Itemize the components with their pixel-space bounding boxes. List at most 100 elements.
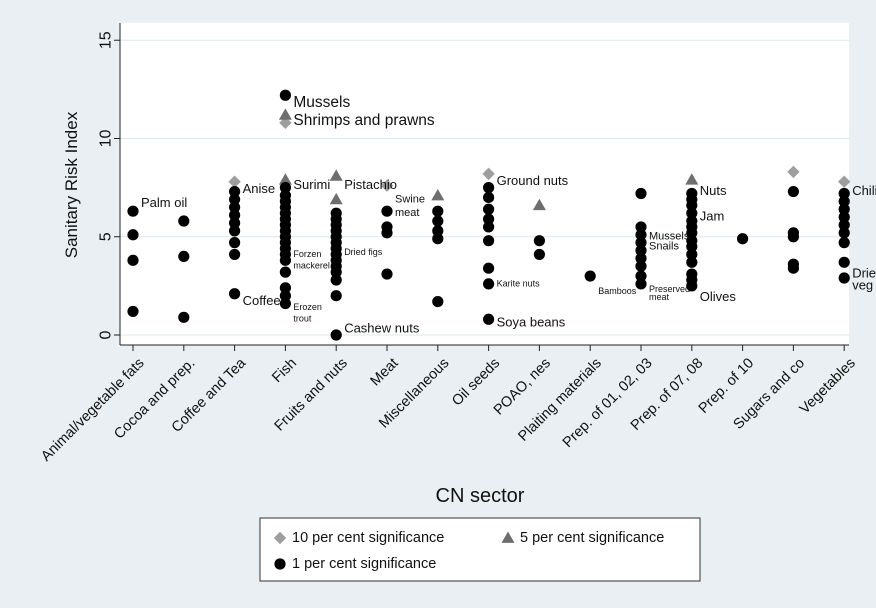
point-annotation: Soya beans [497, 315, 566, 330]
circle-point [635, 260, 647, 272]
circle-point [635, 278, 647, 290]
circle-point [838, 203, 850, 215]
circle-point [686, 227, 698, 239]
triangle-point [532, 198, 546, 211]
circle-point [483, 278, 495, 290]
circle-point [279, 182, 291, 194]
legend-label: 5 per cent significance [520, 530, 664, 546]
circle-point [838, 187, 850, 200]
circle-point [432, 225, 444, 237]
point-annotation: Karite nuts [497, 278, 541, 288]
circle-point [635, 244, 647, 257]
circle-point [635, 221, 647, 233]
triangle-point [278, 173, 292, 185]
circle-point [330, 274, 342, 286]
circle-point [635, 187, 647, 200]
circle-point [533, 235, 546, 247]
y-tick-label: 0 [98, 330, 115, 339]
diamond-point [380, 179, 394, 192]
point-annotation: Shrimps and prawns [293, 112, 435, 129]
circle-point [432, 215, 444, 227]
circle-point [178, 311, 190, 323]
circle-point [229, 288, 241, 300]
circle-point [279, 282, 291, 294]
circle-point [533, 248, 546, 261]
point-annotation: Nuts [700, 183, 727, 198]
point-annotation: trout [293, 314, 312, 324]
y-axis-ticks: 0 5 10 15 [98, 31, 120, 339]
circle-point [635, 229, 647, 241]
circle-point [787, 185, 800, 198]
circle-point [279, 254, 291, 266]
circle-point [686, 207, 698, 219]
circle-point [483, 182, 495, 194]
circle-point [178, 250, 190, 262]
circle-point [381, 268, 393, 280]
legend-circle-icon [274, 558, 286, 570]
circle-point [229, 209, 241, 221]
circle-point [330, 290, 342, 302]
circle-point [686, 240, 698, 253]
point-annotation: meat [395, 207, 419, 219]
circle-point [483, 235, 495, 247]
circle-point [279, 89, 291, 101]
circle-point [838, 272, 850, 284]
point-annotation: Dried figs [344, 247, 383, 257]
circle-point [229, 225, 241, 237]
x-axis-label: CN sector [436, 485, 525, 507]
point-annotation: Coffee [243, 293, 281, 308]
circle-point [838, 237, 850, 249]
diamond-point [787, 165, 800, 179]
diamond-point [838, 175, 851, 188]
point-annotation: Dried [852, 266, 876, 281]
legend-diamond-icon [273, 531, 287, 545]
point-annotation: Palm oil [141, 195, 187, 210]
circle-point [381, 227, 393, 239]
circle-point [483, 221, 495, 233]
circle-point [178, 215, 190, 227]
point-annotation: veg [852, 277, 873, 292]
legend-triangle-icon [501, 531, 515, 543]
point-annotation: Snails [649, 240, 679, 252]
circle-point [635, 270, 647, 282]
point-annotation: Preserved [649, 284, 690, 294]
diamond-point [228, 175, 241, 188]
circle-point [838, 211, 850, 223]
y-axis-label: Sanitary Risk Index [62, 111, 81, 258]
legend-label: 10 per cent significance [292, 530, 444, 546]
circle-point [838, 256, 850, 268]
data-points [127, 89, 851, 341]
legend-box [259, 517, 701, 582]
y-tick-label: 15 [98, 31, 115, 49]
circle-point [432, 233, 444, 245]
point-annotation: Surimi [293, 177, 330, 192]
point-annotation: Pistachio [344, 177, 397, 192]
circle-point [229, 248, 241, 261]
triangle-point [329, 169, 343, 181]
circle-point [635, 252, 647, 264]
circle-point [127, 254, 139, 266]
y-tick-label: 10 [98, 130, 115, 148]
circle-point [737, 233, 749, 245]
point-annotation: Chili [852, 183, 876, 198]
legend-label: 1 per cent significance [292, 556, 436, 572]
circle-point [635, 237, 647, 249]
point-annotation: Mussels [649, 231, 690, 243]
circle-point [330, 266, 342, 278]
circle-point [127, 229, 139, 241]
circle-point [279, 290, 291, 302]
circle-point [229, 193, 241, 206]
circle-point [229, 237, 241, 249]
circle-point [686, 280, 698, 292]
circle-point [787, 231, 800, 243]
circle-point [483, 262, 495, 274]
circle-point [381, 205, 393, 217]
point-annotation: Forzen [293, 249, 321, 259]
triangle-point [278, 108, 292, 120]
circle-point [279, 266, 291, 278]
point-annotation: Olives [700, 289, 737, 304]
point-annotation: Anise [243, 181, 276, 196]
y-tick-label: 5 [98, 232, 115, 241]
triangle-point [329, 192, 343, 205]
